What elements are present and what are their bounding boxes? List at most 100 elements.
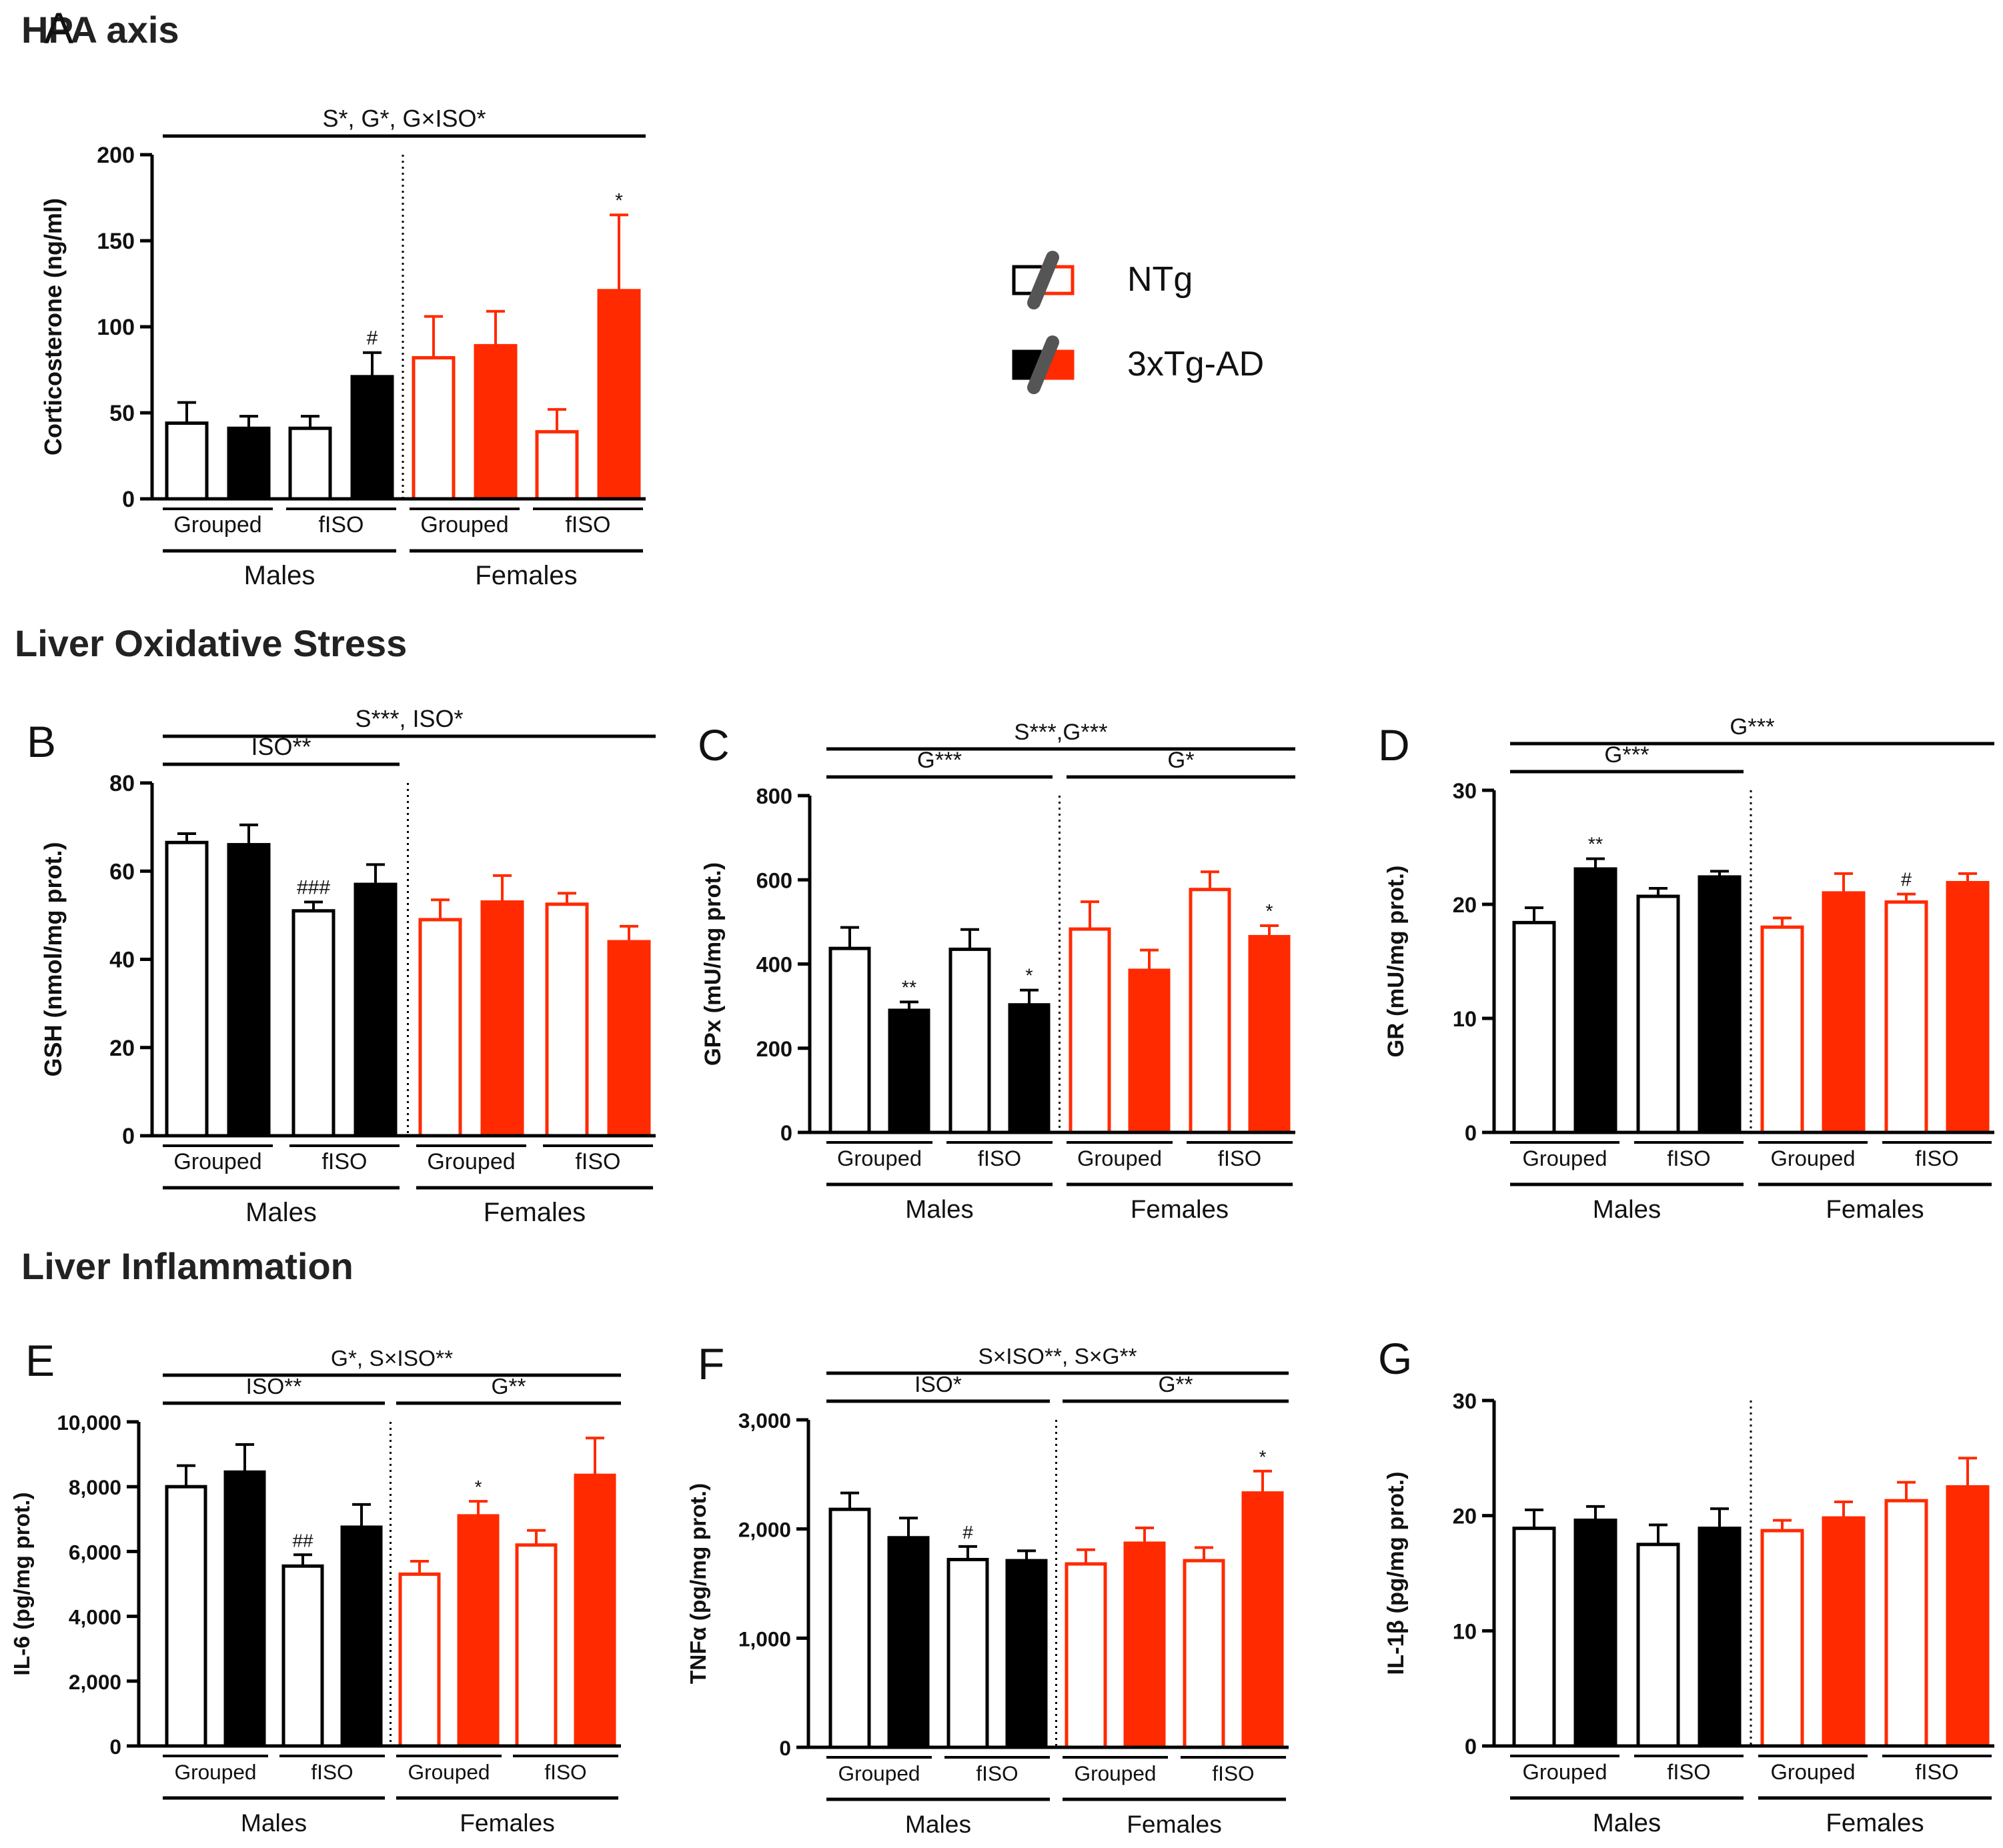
y-tick-label: 800 bbox=[756, 784, 792, 808]
bar bbox=[1760, 925, 1804, 1134]
group-label: Grouped bbox=[1077, 1146, 1162, 1170]
sex-label: Males bbox=[1593, 1809, 1661, 1837]
bar bbox=[1760, 1529, 1804, 1748]
stats-label: ISO** bbox=[251, 733, 311, 760]
bar bbox=[227, 426, 271, 501]
significance-marker: # bbox=[367, 327, 378, 349]
bar bbox=[574, 1473, 616, 1748]
bar bbox=[1069, 927, 1111, 1134]
legend-label-ntg: NTg bbox=[1127, 260, 1193, 299]
bar bbox=[165, 421, 209, 501]
bar bbox=[1248, 934, 1291, 1134]
panel-letter: G bbox=[1378, 1334, 1412, 1383]
panel-letter: F bbox=[698, 1339, 724, 1389]
group-label: fISO bbox=[1218, 1146, 1261, 1170]
bar bbox=[1698, 875, 1742, 1134]
y-tick-label: 600 bbox=[756, 868, 792, 892]
panel-letter: E bbox=[25, 1336, 55, 1385]
bar bbox=[1128, 968, 1171, 1134]
stats-label: S***, ISO* bbox=[355, 705, 463, 732]
y-axis-label: IL-1β (pg/mg prot.) bbox=[1383, 1471, 1409, 1675]
y-tick-label: 20 bbox=[109, 1036, 135, 1061]
y-axis-label: Corticosterone (ng/ml) bbox=[39, 198, 67, 455]
sex-label: Females bbox=[1826, 1809, 1924, 1837]
sex-label: Males bbox=[241, 1809, 307, 1837]
group-label: Grouped bbox=[838, 1761, 920, 1785]
section-title-inflammation: Liver Inflammation bbox=[21, 1245, 354, 1287]
bar bbox=[418, 918, 462, 1138]
bar bbox=[535, 429, 579, 501]
y-tick-label: 0 bbox=[109, 1735, 121, 1759]
group-label: Grouped bbox=[837, 1146, 922, 1170]
y-tick-label: 6,000 bbox=[69, 1540, 121, 1564]
bar bbox=[291, 909, 336, 1138]
bar bbox=[398, 1572, 441, 1748]
y-tick-label: 20 bbox=[1453, 892, 1477, 917]
panel-D: D GR (mU/mg prot.) 0 10 20 30 ** # Grouped fISO Gr… bbox=[1378, 714, 1994, 1224]
bar bbox=[1573, 867, 1617, 1134]
stats-label: S***,G*** bbox=[1014, 720, 1107, 745]
bar bbox=[1573, 1519, 1617, 1748]
group-label: fISO bbox=[1667, 1146, 1710, 1170]
panel-A: A Corticosterone (ng/ml) 0 50 100 150 200 # * Gro… bbox=[39, 3, 646, 590]
sex-label: Females bbox=[1127, 1810, 1222, 1838]
stats-label: G*** bbox=[1730, 714, 1774, 740]
bar bbox=[1512, 1527, 1556, 1748]
group-label: Grouped bbox=[427, 1149, 515, 1174]
group-label: Grouped bbox=[420, 512, 508, 538]
y-tick-label: 100 bbox=[97, 315, 135, 340]
bar bbox=[1241, 1491, 1284, 1749]
bar bbox=[828, 1507, 871, 1749]
group-label: Grouped bbox=[173, 1149, 261, 1174]
bar bbox=[288, 426, 332, 501]
group-label: fISO bbox=[1212, 1761, 1254, 1785]
y-tick-label: 2,000 bbox=[738, 1518, 791, 1542]
y-axis-label: TNFα (pg/mg prot.) bbox=[686, 1483, 711, 1684]
sex-label: Females bbox=[460, 1809, 555, 1837]
y-tick-label: 10 bbox=[1453, 1619, 1477, 1643]
y-tick-label: 2,000 bbox=[69, 1670, 121, 1694]
bar bbox=[1884, 1499, 1928, 1748]
bar bbox=[828, 946, 871, 1134]
bar bbox=[515, 1543, 558, 1748]
group-label: Grouped bbox=[173, 512, 261, 538]
group-label: fISO bbox=[976, 1761, 1018, 1785]
y-axis-label: GR (mU/mg prot.) bbox=[1383, 866, 1409, 1058]
y-tick-label: 400 bbox=[756, 952, 792, 977]
bar bbox=[165, 1485, 207, 1748]
bar bbox=[350, 375, 394, 501]
section-title-hpa: HPA axis bbox=[21, 9, 179, 51]
bar bbox=[1189, 888, 1231, 1134]
significance-marker: * bbox=[1265, 901, 1273, 922]
group-label: fISO bbox=[544, 1760, 586, 1784]
y-tick-label: 80 bbox=[109, 771, 135, 796]
bar bbox=[474, 343, 518, 501]
bar bbox=[1636, 1543, 1680, 1748]
group-label: Grouped bbox=[1523, 1146, 1607, 1170]
legend-item-3xtg: 3xTg-AD bbox=[1012, 335, 1264, 394]
group-label: fISO bbox=[1915, 1759, 1958, 1784]
panel-letter: C bbox=[698, 720, 730, 770]
significance-marker: * bbox=[1259, 1447, 1267, 1467]
sex-label: Males bbox=[1593, 1195, 1661, 1224]
legend-slash-icon bbox=[1027, 335, 1059, 394]
sex-label: Females bbox=[1131, 1195, 1229, 1224]
sex-label: Males bbox=[244, 561, 315, 590]
bar bbox=[1884, 900, 1928, 1134]
sex-label: Females bbox=[1826, 1195, 1924, 1224]
bar bbox=[887, 1536, 930, 1749]
panel-letter: A bbox=[44, 3, 73, 53]
y-tick-label: 150 bbox=[97, 229, 135, 254]
legend-slash-icon bbox=[1027, 251, 1059, 309]
bar bbox=[607, 940, 651, 1138]
significance-marker: ** bbox=[1588, 834, 1603, 856]
bar bbox=[1512, 920, 1556, 1134]
bar bbox=[340, 1525, 383, 1748]
bar bbox=[480, 900, 524, 1138]
y-tick-label: 4,000 bbox=[69, 1605, 121, 1629]
y-tick-label: 50 bbox=[109, 401, 135, 426]
significance-marker: * bbox=[1025, 966, 1033, 987]
y-tick-label: 30 bbox=[1453, 778, 1477, 803]
stats-label: ISO** bbox=[246, 1374, 302, 1399]
